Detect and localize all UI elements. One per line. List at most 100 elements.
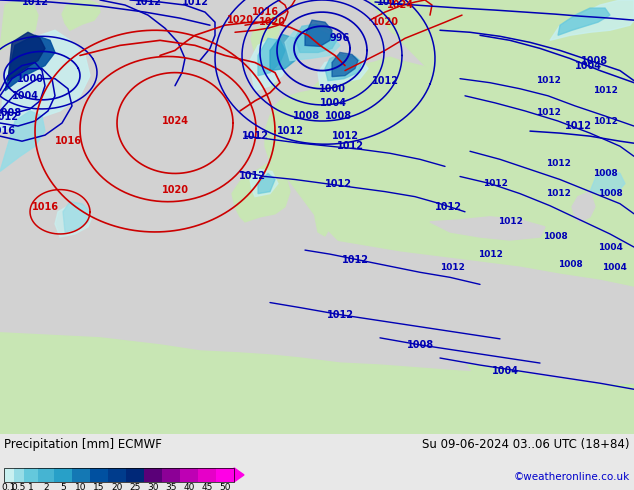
Text: 1: 1: [28, 483, 34, 490]
Polygon shape: [315, 176, 338, 236]
Text: 1012: 1012: [276, 126, 304, 136]
Bar: [72, 468, 90, 482]
Text: 1008: 1008: [593, 169, 618, 178]
Text: 1008: 1008: [543, 232, 567, 242]
Polygon shape: [234, 468, 244, 482]
Polygon shape: [530, 0, 634, 131]
Polygon shape: [590, 170, 625, 194]
Polygon shape: [250, 170, 278, 196]
Polygon shape: [558, 8, 610, 35]
Polygon shape: [265, 50, 634, 434]
Polygon shape: [232, 163, 290, 222]
Text: 1016: 1016: [252, 7, 278, 17]
Text: 1012: 1012: [238, 172, 266, 181]
Text: 1012: 1012: [342, 255, 368, 265]
Polygon shape: [0, 111, 45, 172]
Bar: [126, 468, 144, 482]
Text: 0.1: 0.1: [2, 483, 16, 490]
Text: 15: 15: [93, 483, 105, 490]
Polygon shape: [572, 192, 595, 222]
Polygon shape: [258, 46, 310, 83]
Text: 1008: 1008: [406, 340, 434, 350]
Text: 1004: 1004: [11, 91, 39, 101]
Polygon shape: [332, 52, 358, 76]
Bar: [4, 468, 234, 482]
Bar: [180, 468, 198, 482]
Text: 1012: 1012: [482, 179, 507, 188]
Bar: [38, 468, 54, 482]
Text: 1012: 1012: [134, 0, 162, 7]
Text: 1000: 1000: [16, 74, 44, 84]
Text: 1012: 1012: [332, 131, 358, 141]
Text: 1020: 1020: [372, 17, 399, 27]
Polygon shape: [305, 20, 332, 47]
Text: 1012: 1012: [546, 159, 571, 168]
Text: 1008: 1008: [558, 260, 583, 269]
Text: 1016: 1016: [55, 136, 82, 146]
Polygon shape: [264, 14, 280, 42]
Text: 25: 25: [129, 483, 141, 490]
Text: 1012: 1012: [434, 202, 462, 212]
Polygon shape: [268, 46, 294, 91]
Polygon shape: [325, 54, 362, 81]
Polygon shape: [62, 0, 100, 30]
Text: 1012: 1012: [327, 310, 354, 319]
Polygon shape: [0, 0, 340, 434]
Polygon shape: [358, 212, 378, 257]
Polygon shape: [63, 202, 90, 232]
Text: 35: 35: [165, 483, 177, 490]
Polygon shape: [370, 0, 634, 121]
Text: 50: 50: [219, 483, 231, 490]
Text: 1004: 1004: [320, 98, 347, 108]
Polygon shape: [318, 58, 368, 86]
Bar: [340, 0, 634, 434]
Text: 1012: 1012: [593, 117, 618, 125]
Polygon shape: [285, 28, 340, 60]
Text: 1020: 1020: [226, 15, 254, 25]
Text: 1024: 1024: [162, 116, 188, 126]
Bar: [216, 468, 234, 482]
Polygon shape: [520, 0, 634, 146]
Text: 1004: 1004: [574, 61, 602, 71]
Polygon shape: [385, 212, 530, 252]
Text: Su 09-06-2024 03..06 UTC (18+84): Su 09-06-2024 03..06 UTC (18+84): [422, 438, 630, 451]
Text: 1012: 1012: [439, 263, 465, 272]
Text: 1012: 1012: [477, 249, 502, 259]
Text: 1008: 1008: [581, 55, 609, 66]
Text: 1004: 1004: [602, 263, 626, 272]
Bar: [144, 468, 162, 482]
Text: 1020: 1020: [259, 17, 285, 27]
Text: 1012: 1012: [325, 178, 351, 189]
Bar: [108, 468, 126, 482]
Text: 1008: 1008: [598, 189, 623, 198]
Text: 1016: 1016: [0, 126, 15, 136]
Bar: [54, 468, 72, 482]
Text: 20: 20: [112, 483, 123, 490]
Bar: [162, 468, 180, 482]
Text: 1012: 1012: [377, 0, 403, 7]
Text: 1012: 1012: [536, 76, 560, 85]
Polygon shape: [5, 35, 55, 91]
Text: 1012: 1012: [372, 75, 399, 86]
Text: 1012: 1012: [242, 131, 269, 141]
Text: 2: 2: [43, 483, 49, 490]
Polygon shape: [258, 173, 275, 194]
Text: 1000: 1000: [318, 84, 346, 94]
Text: 1004: 1004: [598, 243, 623, 251]
Bar: [14, 468, 24, 482]
Text: 1008: 1008: [294, 111, 321, 121]
Text: 1024: 1024: [387, 0, 413, 10]
Text: 1012: 1012: [0, 112, 18, 122]
Text: 1008: 1008: [325, 111, 352, 121]
Bar: [24, 468, 38, 482]
Text: 996: 996: [330, 33, 350, 43]
Text: 1012: 1012: [593, 86, 618, 95]
Text: Precipitation [mm] ECMWF: Precipitation [mm] ECMWF: [4, 438, 162, 451]
Polygon shape: [325, 30, 400, 71]
Polygon shape: [251, 26, 265, 52]
Bar: [4, 468, 14, 482]
Polygon shape: [258, 38, 285, 75]
Polygon shape: [55, 204, 92, 237]
Polygon shape: [530, 212, 634, 267]
Text: 1012: 1012: [536, 108, 560, 118]
